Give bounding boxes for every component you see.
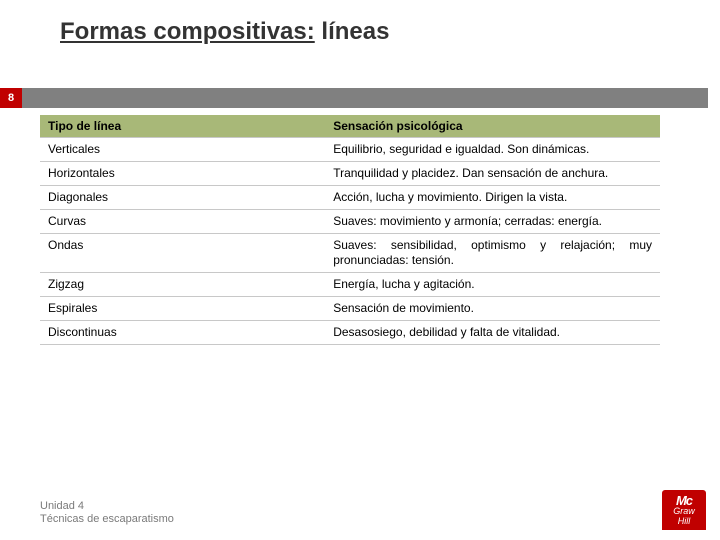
page-number-tab: 8 (0, 88, 22, 108)
table-row: Curvas Suaves: movimiento y armonía; cer… (40, 210, 660, 234)
table-row: Discontinuas Desasosiego, debilidad y fa… (40, 321, 660, 345)
mcgraw-hill-logo: Mc Graw Hill (662, 490, 706, 530)
cell-tipo: Horizontales (40, 162, 325, 186)
cell-tipo: Discontinuas (40, 321, 325, 345)
cell-sensacion: Acción, lucha y movimiento. Dirigen la v… (325, 186, 660, 210)
cell-sensacion: Desasosiego, debilidad y falta de vitali… (325, 321, 660, 345)
logo-hill: Hill (662, 516, 706, 526)
title-underlined: Formas compositivas: (60, 18, 315, 45)
slide-title: Formas compositivas: líneas (60, 18, 389, 46)
cell-sensacion: Suaves: movimiento y armonía; cerradas: … (325, 210, 660, 234)
table-row: Verticales Equilibrio, seguridad e igual… (40, 138, 660, 162)
header-tipo: Tipo de línea (40, 115, 325, 138)
cell-tipo: Ondas (40, 234, 325, 273)
cell-sensacion: Sensación de movimiento. (325, 297, 660, 321)
footer-unit: Unidad 4 (40, 500, 174, 513)
cell-tipo: Diagonales (40, 186, 325, 210)
logo-graw: Graw (662, 506, 706, 516)
cell-sensacion: Energía, lucha y agitación. (325, 273, 660, 297)
footer: Unidad 4 Técnicas de escaparatismo (40, 500, 174, 526)
cell-sensacion: Tranquilidad y placidez. Dan sensación d… (325, 162, 660, 186)
cell-sensacion: Suaves: sensibilidad, optimismo y relaja… (325, 234, 660, 273)
table-row: Zigzag Energía, lucha y agitación. (40, 273, 660, 297)
table-header-row: Tipo de línea Sensación psicológica (40, 115, 660, 138)
lines-table: Tipo de línea Sensación psicológica Vert… (40, 115, 660, 345)
cell-tipo: Verticales (40, 138, 325, 162)
cell-sensacion: Equilibrio, seguridad e igualdad. Son di… (325, 138, 660, 162)
table-row: Espirales Sensación de movimiento. (40, 297, 660, 321)
divider-bar (22, 88, 708, 108)
header-sensacion: Sensación psicológica (325, 115, 660, 138)
cell-tipo: Curvas (40, 210, 325, 234)
cell-tipo: Espirales (40, 297, 325, 321)
cell-tipo: Zigzag (40, 273, 325, 297)
table-row: Horizontales Tranquilidad y placidez. Da… (40, 162, 660, 186)
table-row: Ondas Suaves: sensibilidad, optimismo y … (40, 234, 660, 273)
footer-subtitle: Técnicas de escaparatismo (40, 513, 174, 526)
title-rest: líneas (315, 18, 390, 45)
table-row: Diagonales Acción, lucha y movimiento. D… (40, 186, 660, 210)
